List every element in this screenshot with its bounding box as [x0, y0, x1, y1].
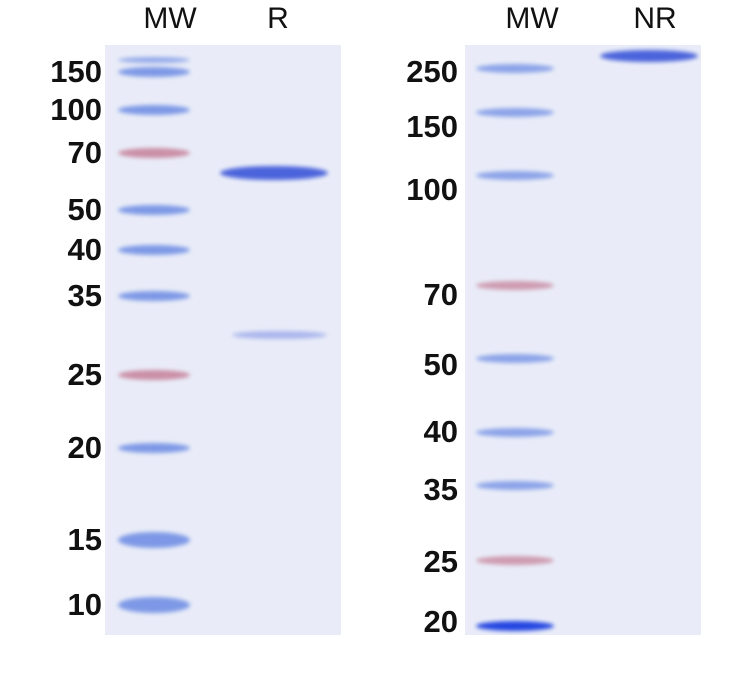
- left-ladder-label-150: 150: [50, 54, 102, 89]
- left-ladder-band-150: [118, 67, 190, 77]
- right-ladder-label-20: 20: [423, 604, 458, 639]
- left-ladder-band-20: [118, 443, 190, 453]
- right-ladder-label-150: 150: [406, 109, 458, 144]
- right-ladder-label-250: 250: [406, 54, 458, 89]
- right-ladder-band-40: [476, 427, 554, 437]
- left-ladder-band-35: [118, 291, 190, 301]
- left-ladder-label-15: 15: [67, 522, 102, 557]
- right-gel: [465, 45, 701, 635]
- right-ladder-band-20: [476, 621, 554, 631]
- right-ladder-band-150: [476, 107, 554, 117]
- right-lane-header-mw: MW: [505, 2, 559, 35]
- right-ladder-label-100: 100: [406, 172, 458, 207]
- right-lane-header-nr: NR: [633, 2, 677, 35]
- left-ladder-band-40: [118, 245, 190, 255]
- left-ladder-band-25: [118, 370, 190, 380]
- left-ladder-band-15: [118, 532, 190, 548]
- left-ladder-label-100: 100: [50, 92, 102, 127]
- right-ladder-band-25: [476, 555, 554, 565]
- right-ladder-label-40: 40: [423, 414, 458, 449]
- left-lane-header-mw: MW: [143, 2, 197, 35]
- right-ladder-band-70: [476, 280, 554, 290]
- left-ladder-band-10: [118, 597, 190, 613]
- left-ladder-label-20: 20: [67, 430, 102, 465]
- left-ladder-band-extra: [118, 57, 190, 63]
- left-lane-header-r: R: [267, 2, 289, 35]
- right-ladder-label-25: 25: [423, 544, 458, 579]
- left-ladder-band-100: [118, 105, 190, 115]
- r-lane-band-main: [220, 166, 328, 180]
- right-ladder-label-35: 35: [423, 472, 458, 507]
- nr-lane-band-main: [600, 50, 698, 62]
- left-ladder-label-25: 25: [67, 357, 102, 392]
- r-lane-band-faint: [232, 331, 327, 339]
- left-ladder-label-40: 40: [67, 232, 102, 267]
- left-ladder-label-50: 50: [67, 192, 102, 227]
- right-ladder-label-70: 70: [423, 277, 458, 312]
- right-ladder-band-250: [476, 63, 554, 73]
- right-ladder-band-50: [476, 353, 554, 363]
- right-ladder-band-35: [476, 480, 554, 490]
- left-ladder-label-70: 70: [67, 135, 102, 170]
- left-ladder-label-35: 35: [67, 278, 102, 313]
- left-ladder-band-50: [118, 205, 190, 215]
- left-ladder-label-10: 10: [67, 587, 102, 622]
- right-ladder-label-50: 50: [423, 347, 458, 382]
- left-ladder-band-70: [118, 148, 190, 158]
- right-ladder-band-100: [476, 170, 554, 180]
